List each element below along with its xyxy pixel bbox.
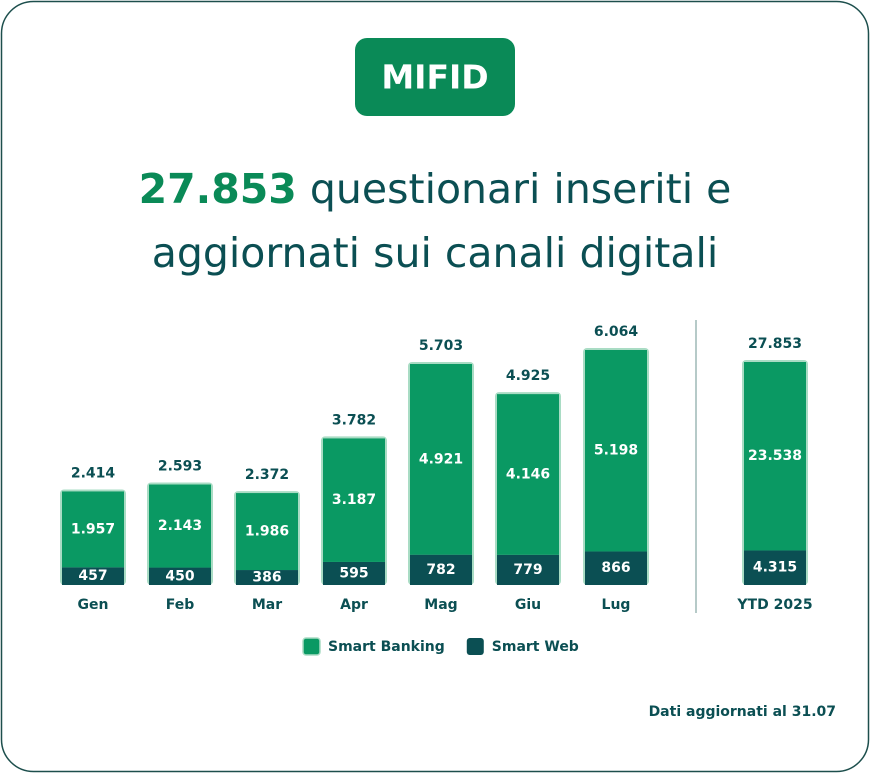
category-label: Gen [78,597,109,613]
category-label: Giu [515,597,541,613]
title-text: questionari inseriti e [310,165,731,213]
segment-label: 23.538 [748,448,802,464]
segment-label: 2.143 [158,518,202,534]
bar-segment [149,484,211,568]
bar-segment [744,550,806,585]
segment-label: 1.957 [71,521,115,537]
bar-segment [323,438,385,562]
legend-swatch [302,637,321,656]
bar-segment [323,561,385,585]
bar-segment [236,570,298,585]
segment-label: 5.198 [594,443,638,459]
title-highlight: 27.853 [139,165,297,213]
badge [355,38,515,116]
segment-label: 595 [339,565,368,581]
segment-label: 4.146 [506,466,550,482]
bar-segment [62,491,124,568]
segment-label: 386 [252,570,281,586]
legend-label: Smart Banking [328,639,445,655]
total-label: 27.853 [748,336,802,352]
title-line: aggiornati sui canali digitali [152,229,719,277]
total-label: 2.372 [245,467,289,483]
category-label: Lug [602,597,631,613]
bar-segment [497,554,559,585]
title-line: 27.853 questionari inseriti e [139,165,732,213]
segment-label: 866 [601,560,630,576]
category-label: Mag [424,597,457,613]
bar-segment [410,363,472,555]
bar-segment [149,567,211,585]
bar-segment [585,551,647,585]
total-label: 6.064 [594,324,639,340]
bar-segment [62,567,124,585]
segment-label: 779 [513,562,542,578]
category-label: Feb [166,597,195,613]
segment-label: 1.986 [245,524,289,540]
legend-label: Smart Web [492,639,579,655]
segment-label: 782 [426,562,455,578]
bar-segment [236,493,298,571]
total-label: 3.782 [332,412,376,428]
segment-label: 3.187 [332,492,376,508]
badge-text: MIFID [381,58,488,97]
footer-note: Dati aggiornati al 31.07 [649,704,836,720]
total-label: 2.593 [158,459,202,475]
total-label: 5.703 [419,338,463,354]
total-label: 4.925 [506,368,550,384]
segment-label: 450 [165,568,194,584]
bar-segment [410,554,472,585]
legend-swatch [466,638,484,655]
segment-label: 4.315 [753,560,797,576]
category-label: Mar [252,597,282,613]
bar-segment [585,350,647,552]
segment-label: 4.921 [419,451,463,467]
category-label: YTD 2025 [736,597,812,613]
total-label: 2.414 [71,465,116,481]
category-label: Apr [340,597,368,613]
segment-label: 457 [78,568,107,584]
bar-segment [744,362,806,551]
bar-segment [497,394,559,555]
